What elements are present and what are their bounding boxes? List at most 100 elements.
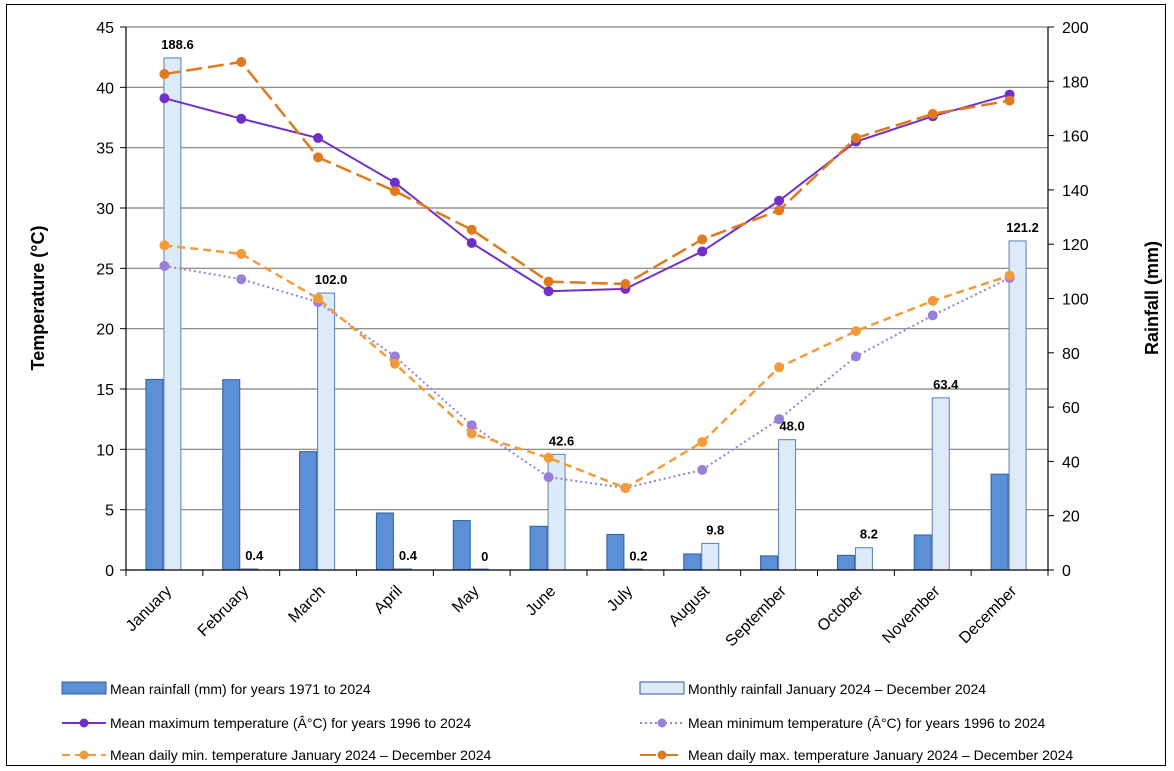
y-left-tick-label: 20 [96,322,114,339]
y-left-tick-label: 35 [96,141,114,158]
x-tick-label: March [285,583,328,626]
x-tick-label: September [723,582,791,650]
y-left-tick-label: 5 [105,503,114,520]
rainfall-data-label: 0.4 [245,548,264,563]
rainfall-data-label: 121.2 [1006,220,1039,235]
temperature-point [543,452,554,463]
temperature-point [466,224,477,235]
monthly-rainfall-bar [854,547,873,571]
temperature-point [236,113,247,124]
temperature-point [697,246,708,257]
temperature-point [774,205,785,216]
rainfall-data-label: 102.0 [315,272,348,287]
rainfall-data-label: 188.6 [161,37,194,52]
mean-rainfall-bar [299,451,318,571]
temperature-point [543,286,554,297]
legend-daily-max-2024-label: Mean daily max. temperature January 2024… [688,747,1073,763]
temperature-point [159,260,170,271]
temperature-line [164,244,1010,490]
y-right-tick-label: 200 [1062,20,1089,37]
temperature-point [313,152,324,163]
bars-layer [145,57,1027,571]
rainfall-data-label: 42.6 [549,433,574,448]
rainfall-data-label: 48.0 [779,419,804,434]
temperature-point [1004,270,1015,281]
mean-rainfall-bar [222,379,241,571]
y-axis-right-title: Rainfall (mm) [1142,241,1162,355]
temperature-point [697,234,708,245]
x-tick-label: May [449,583,482,616]
temperature-line [164,60,1010,286]
y-left-tick-label: 45 [96,20,114,37]
legend-daily-max-2024-marker [657,750,667,760]
rainfall-data-label: 63.4 [933,377,959,392]
temperature-point [159,93,170,104]
y-left-tick-label: 40 [96,80,114,97]
y-right-tick-label: 80 [1062,346,1080,363]
legend-daily-min-2024-marker [79,750,89,760]
temperature-point [850,351,861,362]
temperature-point [774,195,785,206]
temperature-point [466,428,477,439]
legend-mean-max-temp-label: Mean maximum temperature (Â°C) for years… [110,715,471,731]
temperature-point [927,295,938,306]
y-right-tick-label: 120 [1062,237,1089,254]
y-right-tick-label: 140 [1062,183,1089,200]
legend-mean-max-temp-marker [79,718,89,728]
monthly-rainfall-bar [1008,240,1027,571]
temperature-point [774,414,785,425]
x-tick-label: December [956,582,1021,647]
y-left-tick-label: 25 [96,261,114,278]
temperature-point [927,108,938,119]
y-right-tick-label: 100 [1062,292,1089,309]
x-tick-label: July [604,583,636,615]
temperature-point [466,237,477,248]
temperature-point [466,420,477,431]
mean-rainfall-bar [606,533,625,571]
monthly-rainfall-bar [317,292,336,571]
mean-rainfall-bar [452,520,471,571]
x-tick-label: August [666,582,714,630]
legend-mean-rainfall-swatch [61,681,107,695]
legend-monthly-rainfall-label: Monthly rainfall January 2024 – December… [688,681,986,697]
temperature-line [164,93,1010,293]
y-right-tick-label: 40 [1062,454,1080,471]
y-right-tick-label: 160 [1062,129,1089,146]
temperature-line [164,264,1011,489]
mean-rainfall-bar [990,473,1009,571]
rainfall-data-label: 0.2 [629,548,647,563]
rainfall-data-label: 0 [481,549,488,564]
temperature-point [697,464,708,475]
gridlines [126,26,1048,511]
mean-rainfall-bar [375,512,394,571]
temperature-point [620,482,631,493]
x-tick-label: April [371,583,406,618]
lines-layer [159,56,1015,493]
temperature-point [159,69,170,80]
temperature-point [313,133,324,144]
mean-rainfall-bar [529,525,548,571]
x-tick-label: January [123,583,175,635]
legend-daily-min-2024-label: Mean daily min. temperature January 2024… [110,747,492,763]
temperature-point [543,276,554,287]
y-left-tick-label: 10 [96,442,114,459]
legend-monthly-rainfall-swatch [639,681,685,695]
y-right-tick-label: 60 [1062,400,1080,417]
rainfall-data-label: 9.8 [706,522,724,537]
temperature-point [389,358,400,369]
rainfall-data-label: 8.2 [860,527,878,542]
temperature-point [543,472,554,483]
x-tick-label: November [879,582,944,647]
y-left-tick-label: 30 [96,201,114,218]
monthly-rainfall-bar [701,542,720,571]
temperature-point [159,240,170,251]
mean-rainfall-bar [913,534,932,571]
temperature-point [236,248,247,259]
monthly-rainfall-bar [547,453,566,571]
monthly-rainfall-bar [931,397,950,571]
data-labels-layer: 188.6 0.4 102.0 0.4 0 42.6 0.2 9.8 48.0 8.2 63.4 12… [161,37,1039,564]
temperature-point [236,274,247,285]
x-tick-label: February [195,583,252,640]
y-right-tick-label: 0 [1062,563,1071,580]
